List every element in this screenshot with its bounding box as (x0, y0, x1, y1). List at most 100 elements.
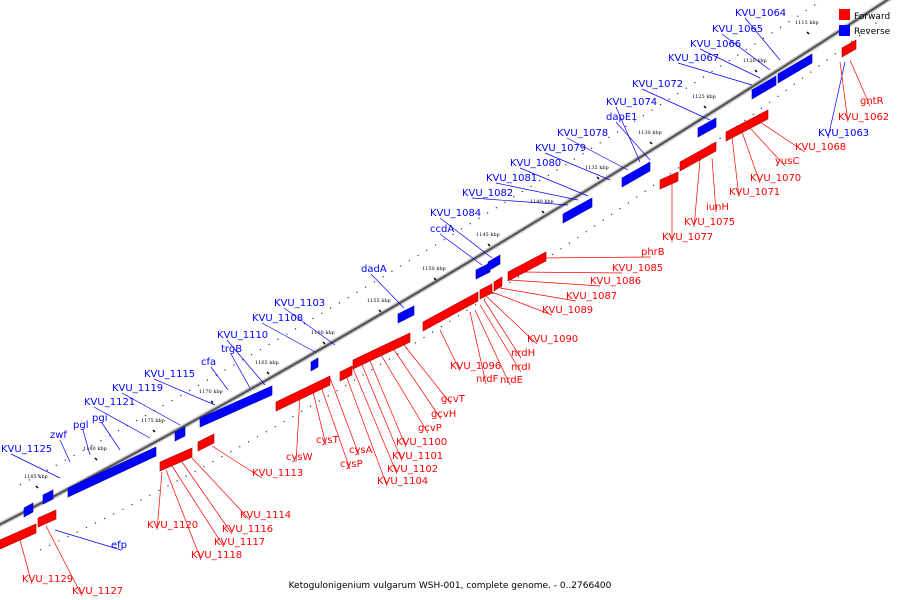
leader-lines (10, 17, 871, 597)
leader-line (509, 279, 601, 287)
tick-label: 1145 kbp (476, 232, 500, 238)
reverse-gene-label-kvu-1119: KVU_1119 (112, 383, 163, 394)
reverse-gene-label-kvu-1080: KVU_1080 (510, 158, 561, 169)
leader-line (439, 329, 461, 372)
leader-line (101, 422, 121, 451)
leader-line (744, 17, 781, 61)
reverse-gene-arrow (199, 385, 273, 428)
leader-line (469, 311, 487, 385)
forward-gene-label-gcvh: gcvH (431, 409, 456, 420)
leader-line (370, 273, 405, 309)
leader-line (54, 529, 122, 551)
forward-gene-arrow (679, 141, 717, 172)
leader-line (491, 291, 553, 316)
leader-line (19, 539, 33, 585)
leader-line (389, 343, 442, 420)
reverse-gene-arrow (562, 197, 593, 224)
gene-arrows (0, 39, 857, 550)
leader-line (226, 339, 266, 386)
leader-line (367, 355, 407, 448)
legend-forward-label: Forward (854, 12, 890, 22)
leader-line (261, 322, 316, 353)
leader-line (544, 152, 611, 181)
forward-gene-label-kvu-1117: KVU_1117 (214, 537, 265, 548)
forward-gene-label-iunh: iunH (706, 202, 729, 213)
leader-line (749, 127, 786, 167)
forward-gene-arrow (479, 283, 493, 300)
reverse-gene-arrow (23, 502, 34, 518)
forward-gene-label-kvu-1127: KVU_1127 (72, 586, 123, 597)
reverse-gene-label-efp: efp (111, 540, 127, 551)
tick-label: 1130 kbp (638, 130, 662, 136)
tick-mark (703, 105, 707, 109)
tick-label: 1125 kbp (692, 94, 716, 100)
leader-line (343, 369, 388, 487)
leader-line (693, 159, 701, 228)
tick-label: 1185 kbp (24, 474, 48, 480)
leader-line (479, 304, 522, 373)
reverse-gene-label-kvu-1064: KVU_1064 (735, 8, 786, 19)
forward-gene-label-kvu-1114: KVU_1114 (240, 510, 291, 521)
reverse-gene-arrow (697, 117, 717, 138)
leader-line (319, 383, 351, 470)
reverse-gene-label-kvu-1079: KVU_1079 (535, 143, 586, 154)
leader-line (295, 395, 301, 463)
forward-gene-label-gntr: gntR (860, 96, 884, 107)
forward-gene-label-cysp: cysP (340, 459, 363, 470)
forward-gene-label-kvu-1116: KVU_1116 (222, 524, 273, 535)
leader-line (711, 157, 717, 213)
leader-line (827, 61, 846, 139)
leader-line (165, 469, 202, 561)
leader-line (93, 406, 151, 439)
forward-gene-arrow (159, 447, 193, 472)
leader-line (485, 295, 538, 345)
reverse-gene-label-ccda: ccdA (430, 224, 454, 235)
forward-gene-label-kvu-1085: KVU_1085 (612, 263, 663, 274)
leader-line (731, 136, 740, 198)
forward-gene-label-kvu-1113: KVU_1113 (252, 468, 303, 479)
reverse-gene-arrow (67, 446, 157, 498)
forward-gene-arrow (841, 39, 857, 58)
forward-gene-label-cysa: cysA (349, 445, 373, 456)
forward-gene-label-kvu-1096: KVU_1096 (450, 361, 501, 372)
reverse-gene-arrow (310, 357, 319, 372)
reverse-gene-label-kvu-1082: KVU_1082 (462, 188, 513, 199)
reverse-gene-label-dape1: dapE1 (606, 112, 638, 123)
forward-gene-label-kvu-1102: KVU_1102 (387, 464, 438, 475)
reverse-gene-label-zwf: zwf (50, 430, 67, 441)
reverse-gene-label-trgb: trgB (221, 344, 242, 355)
leader-line (539, 256, 652, 259)
tick-label: 1120 kbp (743, 58, 767, 64)
reverse-gene-arrow (751, 75, 777, 100)
leader-line (283, 307, 336, 346)
reverse-gene-arrow (475, 262, 491, 280)
legend: Forward Reverse (839, 9, 891, 37)
leader-line (471, 197, 569, 206)
leader-line (677, 62, 753, 86)
leader-line (519, 271, 623, 274)
forward-gene-label-nrdi: nrdI (511, 362, 531, 373)
leader-line (615, 106, 641, 163)
leader-line (641, 88, 711, 121)
tick-label: 1170 kbp (199, 389, 223, 395)
leader-line (759, 121, 806, 153)
forward-gene-label-cysw: cysW (286, 452, 313, 463)
tick-mark (378, 309, 382, 313)
reverse-gene-arrow (397, 305, 415, 324)
forward-gene-label-kvu-1077: KVU_1077 (662, 232, 713, 243)
leader-line (377, 349, 429, 434)
tick-mark (322, 341, 326, 345)
figure-caption: Ketogulonigenium vulgarum WSH-001, compl… (289, 581, 612, 591)
reverse-gene-arrow (777, 53, 813, 84)
leader-line (181, 461, 233, 535)
forward-gene-arrow (493, 276, 503, 292)
leader-line (45, 525, 83, 597)
leader-line (153, 378, 216, 406)
leader-line (483, 299, 522, 359)
leader-line (439, 233, 483, 266)
tick-mark (754, 69, 758, 73)
leader-line (156, 471, 163, 531)
forward-gene-arrow (422, 291, 479, 332)
reverse-gene-arrow (621, 161, 651, 188)
reverse-gene-label-cfa: cfa (201, 357, 216, 368)
